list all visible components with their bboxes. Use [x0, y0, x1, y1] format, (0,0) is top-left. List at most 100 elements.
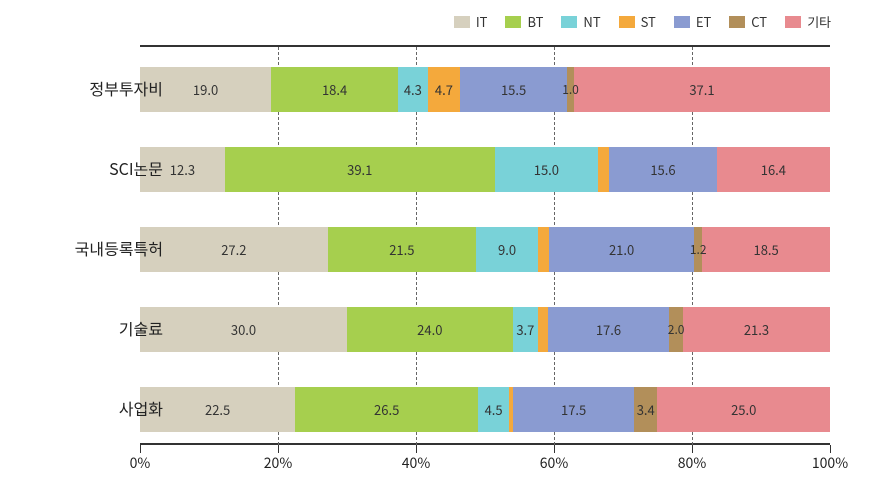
x-tick-label: 40%	[402, 453, 430, 473]
bar-value-label: 19.0	[193, 80, 218, 99]
legend-item-ct: CT	[729, 12, 767, 31]
bar-row: 19.0 18.4 4.3 4.7 15.5 1.0 37.1	[140, 67, 830, 112]
bar-value-label: 22.5	[205, 400, 230, 419]
x-tick-label: 100%	[812, 453, 848, 473]
bar-segment-etc: 25.0	[657, 387, 830, 432]
legend-item-st: ST	[619, 12, 656, 31]
bar-segment-et: 15.5	[460, 67, 567, 112]
bar-segment-nt: 9.0	[476, 227, 538, 272]
bar-value-label: 15.6	[650, 160, 675, 179]
legend-swatch-icon	[454, 16, 470, 28]
bar-value-label: 18.5	[753, 240, 778, 259]
bar-segment-st	[598, 147, 609, 192]
x-axis: 0%20%40%60%80%100%	[140, 443, 830, 445]
bar-segment-ct: 3.4	[634, 387, 657, 432]
bar-segment-et: 17.5	[513, 387, 634, 432]
bar-segment-bt: 21.5	[328, 227, 476, 272]
bar-row: 30.0 24.0 3.7 17.6 2.0 21.3	[140, 307, 830, 352]
bar-segment-ct: 1.0	[567, 67, 574, 112]
category-label: 사업화	[41, 396, 171, 420]
bar-segment-nt: 3.7	[513, 307, 539, 352]
legend-item-it: IT	[454, 12, 488, 31]
bar-value-label: 27.2	[221, 240, 246, 259]
bar-value-label: 24.0	[417, 320, 442, 339]
legend-label: ST	[641, 12, 656, 31]
legend-label: 기타	[807, 12, 831, 31]
bar-value-label: 39.1	[347, 160, 372, 179]
bar-value-label: 25.0	[731, 400, 756, 419]
category-label: 국내등록특허	[41, 236, 171, 260]
legend-swatch-icon	[785, 16, 801, 28]
bar-segment-st	[538, 307, 548, 352]
bar-segment-bt: 26.5	[295, 387, 478, 432]
x-tick-label: 20%	[264, 453, 292, 473]
bar-value-label: 9.0	[498, 240, 516, 259]
bar-row: 27.2 21.5 9.0 21.0 1.2 18.5	[140, 227, 830, 272]
bar-segment-bt: 39.1	[225, 147, 495, 192]
x-tick-label: 60%	[540, 453, 568, 473]
bar-segment-etc: 21.3	[683, 307, 830, 352]
x-tick-label: 80%	[678, 453, 706, 473]
legend-label: IT	[476, 12, 488, 31]
bar-segment-etc: 16.4	[717, 147, 830, 192]
bar-value-label: 30.0	[231, 320, 256, 339]
tick-mark	[554, 445, 555, 453]
legend-swatch-icon	[619, 16, 635, 28]
legend-item-bt: BT	[505, 12, 543, 31]
tick-mark	[416, 445, 417, 453]
bar-segment-nt: 15.0	[495, 147, 599, 192]
legend-swatch-icon	[729, 16, 745, 28]
bar-segment-st: 4.7	[428, 67, 460, 112]
bar-value-label: 1.0	[562, 81, 579, 98]
category-label: 기술료	[41, 316, 171, 340]
legend-item-etc: 기타	[785, 12, 831, 31]
chart-plot-area: 0%20%40%60%80%100% 19.0 18.4 4.3 4.7 15.5 1.0…	[140, 45, 830, 445]
plot: 0%20%40%60%80%100% 19.0 18.4 4.3 4.7 15.5 1.0…	[140, 45, 830, 445]
bar-row: 22.5 26.5 4.5 17.5 3.4 25.0	[140, 387, 830, 432]
bar-value-label: 3.7	[516, 320, 534, 339]
bar-value-label: 15.5	[501, 80, 526, 99]
bar-segment-et: 17.6	[548, 307, 669, 352]
category-label: SCI논문	[41, 156, 171, 180]
bar-segment-etc: 18.5	[702, 227, 830, 272]
legend-label: NT	[583, 12, 600, 31]
bar-value-label: 4.3	[404, 80, 422, 99]
bar-segment-bt: 18.4	[271, 67, 398, 112]
bar-segment-ct: 1.2	[694, 227, 702, 272]
legend: IT BT NT ST ET CT 기타	[454, 12, 831, 31]
bar-value-label: 17.6	[596, 320, 621, 339]
bar-value-label: 21.3	[744, 320, 769, 339]
category-label: 정부투자비	[41, 76, 171, 100]
bar-segment-etc: 37.1	[574, 67, 830, 112]
bar-value-label: 37.1	[689, 80, 714, 99]
legend-swatch-icon	[561, 16, 577, 28]
legend-item-nt: NT	[561, 12, 600, 31]
x-tick-label: 0%	[130, 453, 151, 473]
bar-value-label: 4.7	[435, 80, 453, 99]
bar-segment-et: 21.0	[549, 227, 694, 272]
bar-segment-it: 30.0	[140, 307, 347, 352]
legend-label: CT	[751, 12, 767, 31]
legend-swatch-icon	[674, 16, 690, 28]
legend-swatch-icon	[505, 16, 521, 28]
bar-value-label: 4.5	[485, 400, 503, 419]
bar-segment-et: 15.6	[609, 147, 717, 192]
legend-label: BT	[527, 12, 543, 31]
tick-mark	[278, 445, 279, 453]
tick-mark	[692, 445, 693, 453]
legend-item-et: ET	[674, 12, 711, 31]
bar-value-label: 21.0	[609, 240, 634, 259]
bar-segment-st	[538, 227, 549, 272]
bar-value-label: 21.5	[389, 240, 414, 259]
bar-segment-bt: 24.0	[347, 307, 513, 352]
bar-value-label: 3.4	[637, 400, 655, 419]
bar-value-label: 17.5	[561, 400, 586, 419]
bar-segment-nt: 4.5	[478, 387, 509, 432]
bar-segment-nt: 4.3	[398, 67, 428, 112]
bar-value-label: 15.0	[534, 160, 559, 179]
bar-segment-ct: 2.0	[669, 307, 683, 352]
tick-mark	[140, 445, 141, 453]
legend-label: ET	[696, 12, 711, 31]
bar-value-label: 1.2	[690, 241, 707, 258]
bar-value-label: 26.5	[374, 400, 399, 419]
